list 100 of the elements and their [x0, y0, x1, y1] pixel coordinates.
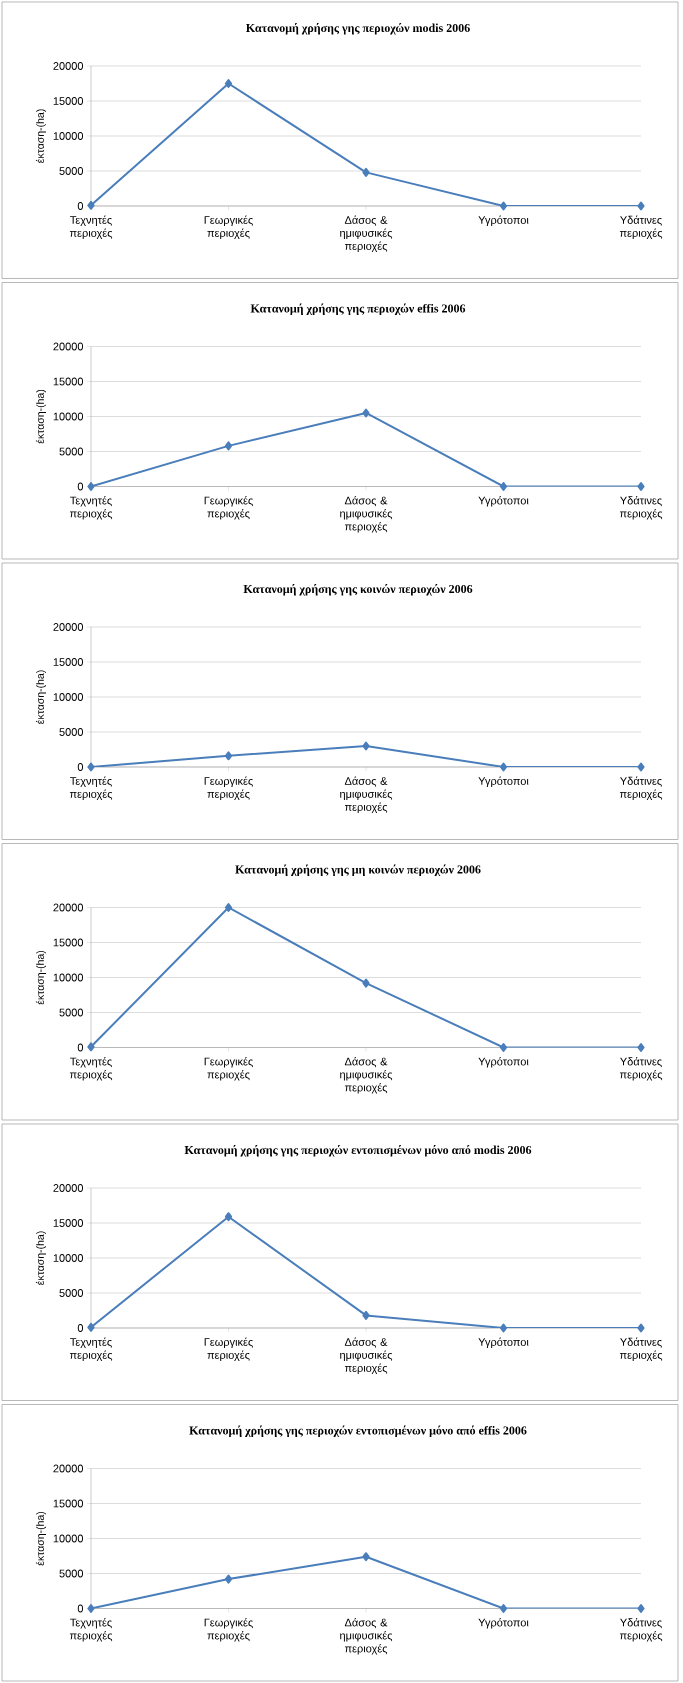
y-tick-label: 5000 — [59, 1569, 83, 1578]
x-tick-label: Δάσος & ημιφυσικές περιοχές — [339, 215, 392, 253]
y-tick-label: 10000 — [53, 1254, 83, 1262]
x-tick-label: Υδάτινες περιοχές — [619, 1618, 663, 1642]
y-tick-label: 15000 — [53, 1219, 83, 1227]
point — [87, 200, 95, 210]
y-tick-label: 20000 — [53, 623, 83, 631]
x-tick-label: Τεχνητές περιοχές — [69, 215, 113, 240]
point — [499, 201, 507, 211]
x-tick-label: Υδάτινες περιοχές — [619, 1057, 663, 1081]
point — [499, 481, 507, 491]
x-tick-label: Υγρότοποι — [478, 1337, 529, 1349]
y-tick-label: 10000 — [53, 412, 83, 421]
x-tick-label: Δάσος & ημιφυσικές περιοχές — [339, 776, 392, 814]
x-tick-label: Υδάτινες περιοχές — [619, 776, 663, 801]
point — [87, 1042, 95, 1052]
y-tick-label: 0 — [77, 1043, 83, 1052]
y-axis-title: έκταση-(ha) — [35, 1231, 46, 1285]
y-tick-label: 10000 — [53, 132, 83, 140]
y-tick-label: 5000 — [59, 447, 83, 456]
y-axis-title: έκταση-(ha) — [35, 1511, 46, 1566]
y-tick-label: 0 — [77, 482, 83, 491]
point — [499, 1042, 507, 1052]
point — [362, 408, 370, 418]
y-tick-label: 20000 — [53, 342, 83, 351]
x-tick-label: Υγρότοποι — [478, 776, 529, 788]
point — [87, 762, 95, 772]
y-axis-title: έκταση-(ha) — [35, 670, 46, 724]
x-tick-label: Υδάτινες περιοχές — [619, 215, 663, 240]
x-tick-label: Γεωργικές περιοχές — [204, 1057, 253, 1081]
point — [637, 1323, 645, 1333]
y-tick-label: 10000 — [53, 693, 83, 701]
point — [499, 1603, 507, 1613]
x-tick-label: Υδάτινες περιοχές — [619, 1337, 663, 1362]
x-tick-label: Δάσος & ημιφυσικές περιοχές — [339, 1337, 392, 1375]
point — [499, 762, 507, 772]
point — [87, 481, 95, 491]
y-tick-label: 15000 — [53, 1499, 83, 1508]
x-tick-label: Τεχνητές περιοχές — [69, 1057, 113, 1081]
point — [362, 167, 370, 177]
point — [637, 1042, 645, 1052]
y-tick-label: 5000 — [59, 1289, 83, 1297]
x-tick-label: Τεχνητές περιοχές — [69, 496, 113, 520]
point — [362, 978, 370, 988]
point — [224, 1212, 232, 1222]
x-tick-label: Τεχνητές περιοχές — [69, 776, 113, 801]
y-tick-label: 0 — [77, 202, 83, 210]
point — [224, 78, 232, 88]
y-axis-title: έκταση-(ha) — [35, 389, 46, 444]
chart-title: Κατανομή χρήσης γης περιοχών εντοπισμένων μόνο από effis 2006 — [189, 1425, 527, 1437]
x-tick-label: Τεχνητές περιοχές — [69, 1618, 113, 1642]
y-tick-label: 20000 — [53, 1184, 83, 1192]
y-axis-title: έκταση-(ha) — [35, 109, 46, 163]
point — [637, 481, 645, 491]
point — [224, 441, 232, 451]
point — [362, 1310, 370, 1320]
y-tick-label: 5000 — [59, 728, 83, 736]
point — [362, 741, 370, 751]
x-tick-label: Δάσος & ημιφυσικές περιοχές — [339, 1618, 392, 1655]
x-tick-label: Υγρότοποι — [478, 1618, 529, 1629]
y-tick-label: 10000 — [53, 1534, 83, 1543]
y-tick-label: 20000 — [53, 903, 83, 912]
point — [224, 751, 232, 761]
chart-title: Κατανομή χρήσης γης περιοχών modis 2006 — [245, 22, 470, 35]
y-tick-label: 15000 — [53, 658, 83, 666]
x-tick-label: Γεωργικές περιοχές — [204, 776, 253, 801]
y-tick-label: 5000 — [59, 167, 83, 175]
chart-title: Κατανομή χρήσης γης μη κοινών περιοχών 2006 — [235, 864, 481, 876]
y-tick-label: 15000 — [53, 938, 83, 947]
point — [87, 1603, 95, 1613]
point — [637, 762, 645, 772]
y-tick-label: 20000 — [53, 1464, 83, 1473]
x-tick-label: Υδάτινες περιοχές — [619, 496, 663, 520]
point — [224, 902, 232, 912]
chart-title: Κατανομή χρήσης γης περιοχών effis 2006 — [250, 303, 466, 315]
y-tick-label: 5000 — [59, 1008, 83, 1017]
x-tick-label: Γεωργικές περιοχές — [204, 215, 253, 240]
x-tick-label: Υγρότοποι — [478, 215, 529, 227]
x-tick-label: Γεωργικές περιοχές — [204, 1618, 253, 1642]
point — [637, 201, 645, 211]
y-tick-label: 15000 — [53, 377, 83, 386]
x-tick-label: Τεχνητές περιοχές — [69, 1337, 113, 1362]
y-tick-label: 0 — [77, 1324, 83, 1332]
point — [499, 1323, 507, 1333]
chart-title: Κατανομή χρήσης γης κοινών περιοχών 2006 — [243, 583, 473, 596]
x-tick-label: Δάσος & ημιφυσικές περιοχές — [339, 1057, 392, 1094]
x-tick-label: Γεωργικές περιοχές — [204, 496, 253, 520]
y-axis-title: έκταση-(ha) — [35, 950, 46, 1005]
x-tick-label: Υγρότοποι — [478, 1057, 529, 1068]
chart-title: Κατανομή χρήσης γης περιοχών εντοπισμένων μόνο από modis 2006 — [184, 1144, 532, 1157]
y-tick-label: 0 — [77, 763, 83, 771]
x-tick-label: Υγρότοποι — [478, 496, 529, 507]
y-tick-label: 15000 — [53, 97, 83, 105]
y-tick-label: 20000 — [53, 62, 83, 70]
x-tick-label: Δάσος & ημιφυσικές περιοχές — [339, 496, 392, 533]
y-tick-label: 0 — [77, 1604, 83, 1613]
x-tick-label: Γεωργικές περιοχές — [204, 1337, 253, 1362]
point — [362, 1552, 370, 1562]
y-tick-label: 10000 — [53, 973, 83, 982]
point — [224, 1574, 232, 1584]
